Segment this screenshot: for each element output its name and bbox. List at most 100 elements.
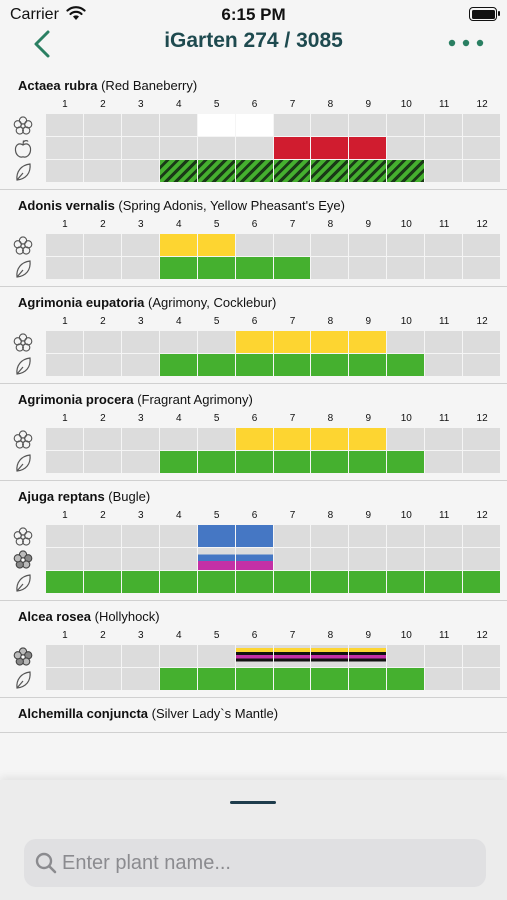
more-options-icon[interactable] bbox=[447, 32, 487, 54]
month-cell bbox=[349, 257, 387, 279]
month-cell bbox=[121, 525, 159, 547]
month-cell bbox=[46, 668, 83, 690]
month-cell bbox=[235, 525, 273, 547]
month-cell bbox=[197, 234, 235, 256]
month-label: 10 bbox=[400, 413, 412, 424]
page-title: iGarten 274 / 3085 bbox=[164, 29, 343, 52]
month-cell bbox=[83, 571, 121, 593]
plant-name: Ajuga reptans (Bugle) bbox=[0, 489, 507, 509]
plant-entry[interactable]: Alchemilla conjuncta (Silver Lady`s Mant… bbox=[0, 698, 507, 733]
month-cell bbox=[463, 160, 501, 182]
month-cell bbox=[311, 257, 349, 279]
calendar-row bbox=[0, 548, 507, 571]
month-cell bbox=[159, 137, 197, 159]
month-cell bbox=[425, 137, 463, 159]
plant-latin-name: Actaea rubra bbox=[18, 78, 98, 93]
month-cell bbox=[235, 114, 273, 136]
month-cell bbox=[311, 331, 349, 353]
month-label: 3 bbox=[138, 510, 144, 521]
month-cell bbox=[463, 137, 501, 159]
month-label: 9 bbox=[365, 316, 372, 327]
month-cell bbox=[425, 548, 463, 570]
flower-outline-icon bbox=[0, 525, 46, 548]
plant-latin-name: Alcea rosea bbox=[18, 609, 91, 624]
month-cell bbox=[159, 354, 197, 376]
plant-entry[interactable]: Agrimonia eupatoria (Agrimony, Cocklebur… bbox=[0, 287, 507, 384]
plant-latin-name: Ajuga reptans bbox=[18, 489, 105, 504]
month-cell bbox=[425, 645, 463, 667]
month-cell bbox=[159, 257, 197, 279]
month-header: 1 2 3 4 5 6 7 8 9 10 11 12 bbox=[0, 629, 507, 645]
search-bar[interactable] bbox=[24, 839, 486, 887]
plant-entry[interactable]: Agrimonia procera (Fragrant Agrimony) 1 2 3… bbox=[0, 384, 507, 481]
plant-entry[interactable]: Ajuga reptans (Bugle) 1 2 3 4 5 6 7 8 9 10 11 12 bbox=[0, 481, 507, 601]
plant-common-name: (Spring Adonis, Yellow Pheasant's Eye) bbox=[114, 198, 345, 213]
month-cell bbox=[121, 331, 159, 353]
month-cell bbox=[235, 257, 273, 279]
month-cell bbox=[159, 160, 197, 182]
month-label: 6 bbox=[251, 316, 258, 327]
month-cell bbox=[235, 331, 273, 353]
month-label: 11 bbox=[438, 413, 450, 424]
bottom-drawer[interactable] bbox=[0, 780, 507, 900]
month-label: 4 bbox=[175, 413, 182, 424]
month-label: 6 bbox=[251, 99, 258, 110]
month-label: 2 bbox=[100, 219, 106, 230]
month-cell bbox=[197, 257, 235, 279]
plant-name: Agrimonia eupatoria (Agrimony, Cocklebur… bbox=[0, 295, 507, 315]
calendar-row bbox=[0, 234, 507, 257]
month-cell bbox=[197, 548, 235, 570]
month-cell bbox=[425, 257, 463, 279]
calendar-row bbox=[0, 137, 507, 160]
month-cell bbox=[425, 160, 463, 182]
month-cell bbox=[387, 160, 425, 182]
search-input[interactable] bbox=[62, 839, 472, 887]
month-label: 5 bbox=[213, 99, 220, 110]
navigation-bar: iGarten 274 / 3085 bbox=[0, 24, 507, 64]
month-cell bbox=[46, 160, 83, 182]
month-cell bbox=[197, 668, 235, 690]
back-chevron-icon[interactable] bbox=[28, 28, 58, 60]
month-label: 12 bbox=[476, 219, 488, 230]
month-cell bbox=[311, 668, 349, 690]
drawer-handle[interactable] bbox=[230, 801, 276, 804]
month-cell bbox=[235, 234, 273, 256]
month-label: 11 bbox=[438, 630, 450, 641]
month-cell bbox=[197, 645, 235, 667]
month-cell bbox=[349, 525, 387, 547]
month-label: 7 bbox=[289, 413, 296, 424]
month-cell bbox=[121, 668, 159, 690]
flower-outline-icon bbox=[0, 114, 46, 137]
month-cell bbox=[83, 137, 121, 159]
month-cell bbox=[273, 257, 311, 279]
plant-list[interactable]: Actaea rubra (Red Baneberry) 1 2 3 4 5 6 7 8 9 10 1… bbox=[0, 70, 507, 780]
month-cell bbox=[121, 137, 159, 159]
month-label: 9 bbox=[365, 413, 372, 424]
month-header: 1 2 3 4 5 6 7 8 9 10 11 12 bbox=[0, 98, 507, 114]
month-label: 8 bbox=[327, 413, 334, 424]
plant-common-name: (Agrimony, Cocklebur) bbox=[144, 295, 277, 310]
month-cell bbox=[83, 331, 121, 353]
plant-common-name: (Hollyhock) bbox=[91, 609, 160, 624]
month-label: 11 bbox=[438, 219, 450, 230]
plant-common-name: (Silver Lady`s Mantle) bbox=[148, 706, 279, 721]
month-cell bbox=[311, 114, 349, 136]
month-label: 8 bbox=[327, 99, 334, 110]
month-label: 5 bbox=[213, 219, 220, 230]
month-label: 8 bbox=[327, 316, 334, 327]
month-cell bbox=[121, 257, 159, 279]
month-cell bbox=[197, 451, 235, 473]
month-cell bbox=[159, 114, 197, 136]
month-cell bbox=[159, 428, 197, 450]
month-cell bbox=[83, 257, 121, 279]
month-cell bbox=[273, 548, 311, 570]
leaf-icon bbox=[0, 571, 46, 594]
month-cell bbox=[425, 668, 463, 690]
search-icon bbox=[35, 852, 57, 874]
month-cell bbox=[235, 354, 273, 376]
plant-entry[interactable]: Adonis vernalis (Spring Adonis, Yellow P… bbox=[0, 190, 507, 287]
month-label: 6 bbox=[251, 510, 258, 521]
plant-entry[interactable]: Actaea rubra (Red Baneberry) 1 2 3 4 5 6 7 8 9 10 1… bbox=[0, 70, 507, 190]
month-cell bbox=[425, 428, 463, 450]
plant-entry[interactable]: Alcea rosea (Hollyhock) 1 2 3 4 5 6 7 8 9 10 11 12 bbox=[0, 601, 507, 698]
